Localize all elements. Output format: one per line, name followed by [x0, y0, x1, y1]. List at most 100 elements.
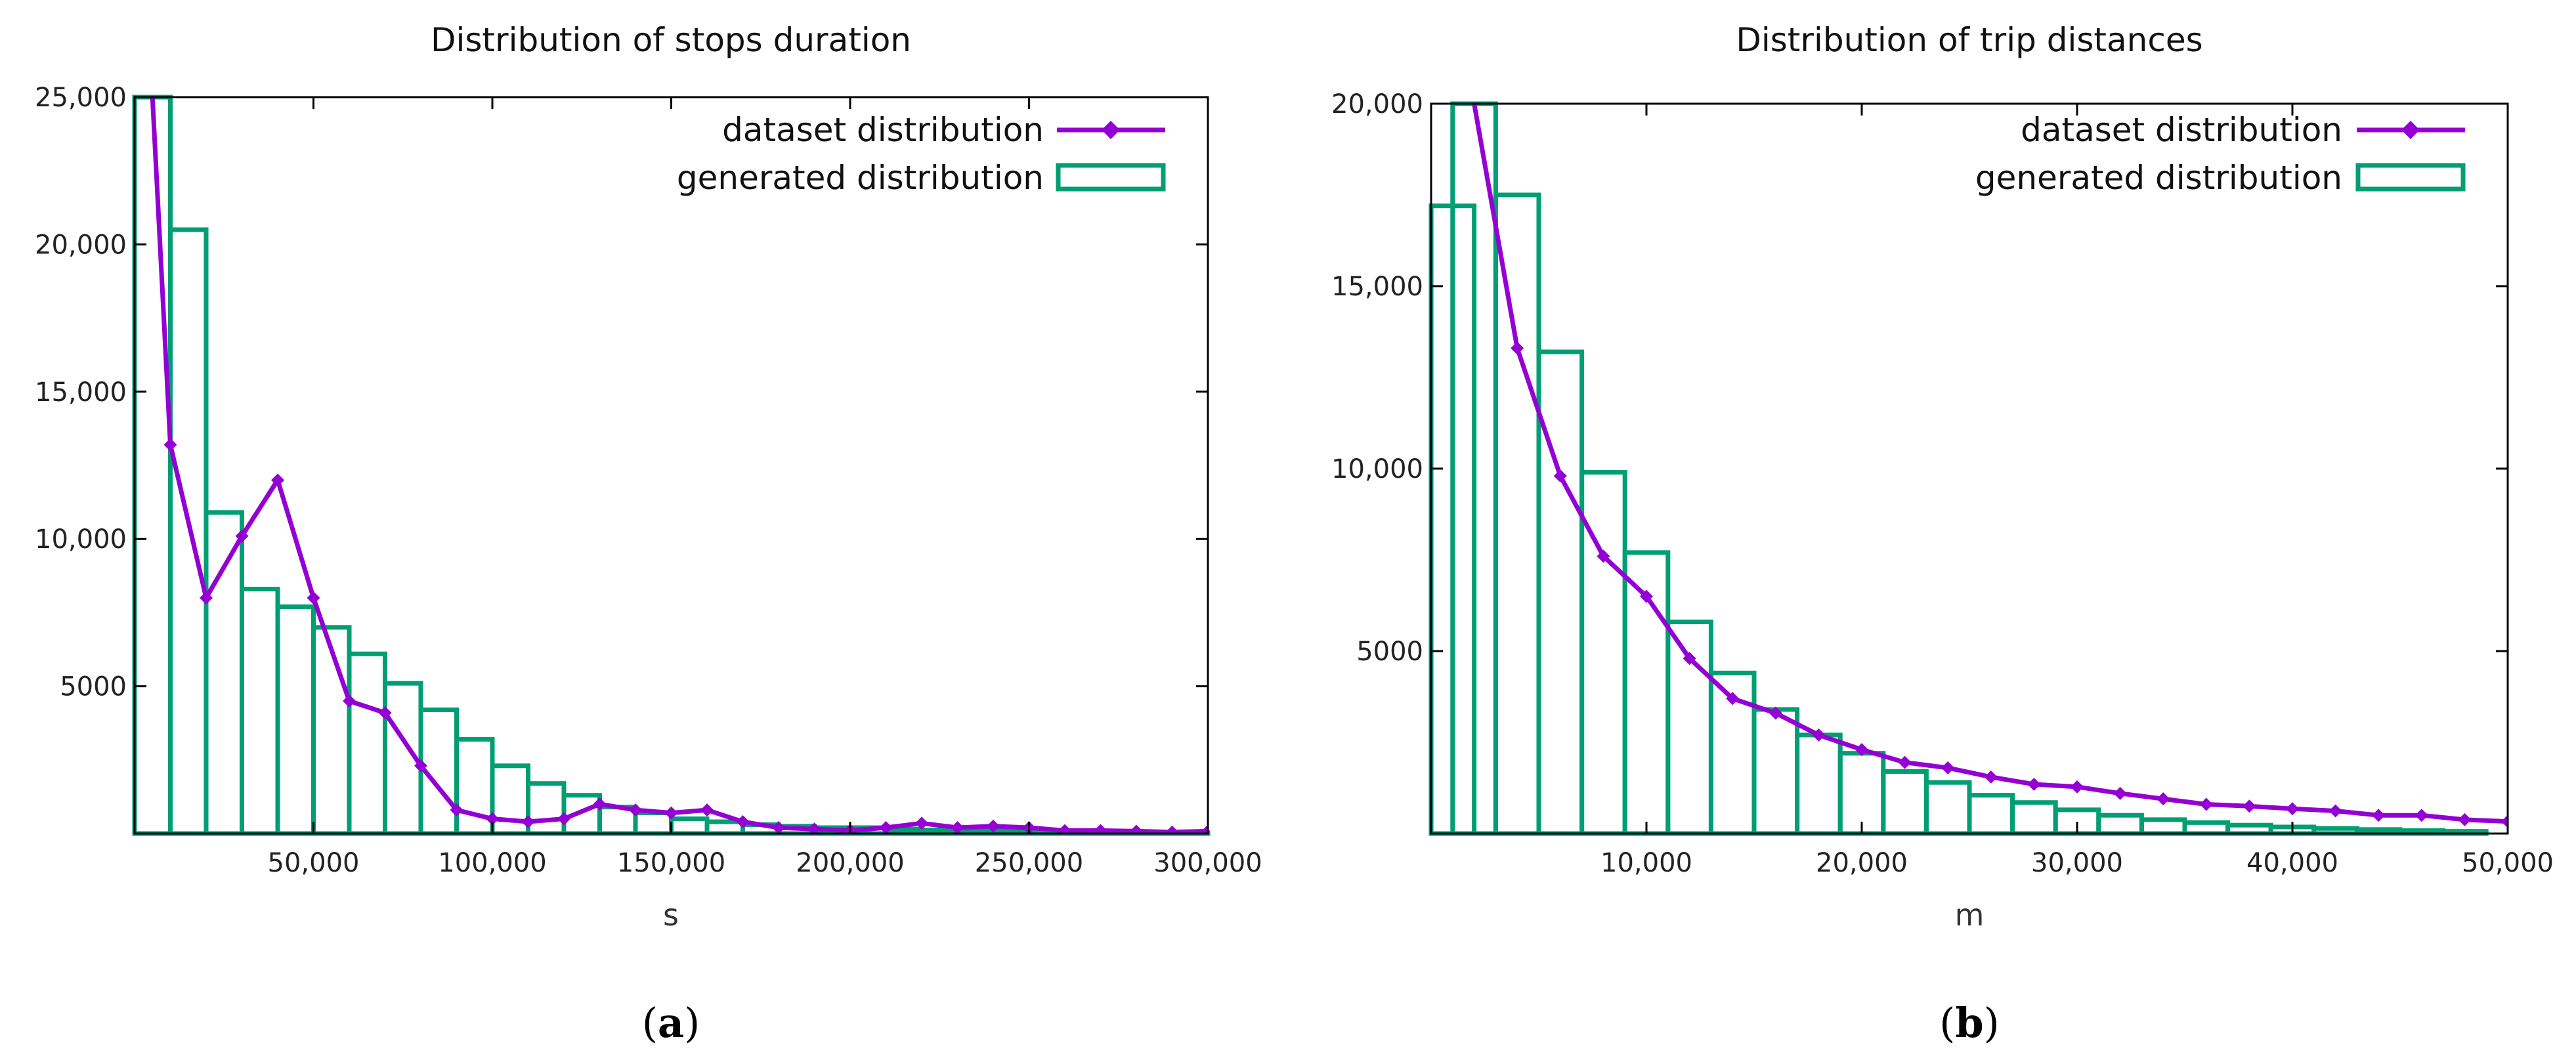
- panel-b-dataset-point: [2243, 799, 2256, 813]
- panel-a-legend-generated-label: generated distribution: [677, 159, 1044, 197]
- panel-a-dataset-point: [1130, 824, 1143, 834]
- panel-a-dataset-point: [1165, 825, 1179, 834]
- panel-a-x-tick-label: 250,000: [975, 848, 1083, 878]
- panel-a-legend-generated-swatch: [1056, 163, 1166, 192]
- panel-b-dataset-line: [1472, 104, 2508, 828]
- panel-b-chart: Distribution of trip distances 10,000 20,…: [1331, 21, 2554, 1047]
- panel-a-dataset-point: [664, 806, 678, 820]
- panel-b-dataset-point: [2415, 809, 2428, 822]
- panel-b-x-tick-label: 40,000: [2246, 848, 2338, 878]
- panel-b-legend-dataset-label: dataset distribution: [2021, 111, 2342, 149]
- panel-a-dataset-point: [1058, 824, 1071, 834]
- panel-b-dataset-point: [1553, 469, 1567, 483]
- panel-b-y-tick-label: 10,000: [1331, 454, 1423, 484]
- panel-a-dataset-point: [593, 797, 607, 811]
- panel-b-dataset-point: [1855, 743, 1868, 757]
- panel-a-dataset-point: [736, 815, 750, 829]
- panel-a-dataset-point: [879, 821, 893, 834]
- panel-b-y-tick-label: 5000: [1356, 637, 1423, 667]
- panel-a-subfigure-label: (a): [642, 999, 700, 1047]
- panel-a-x-tick-label: 100,000: [438, 848, 546, 878]
- panel-a-x-tick-label: 300,000: [1153, 848, 1262, 878]
- panel-b-dataset-point: [2458, 813, 2472, 826]
- panel-a-dataset-point: [915, 816, 928, 830]
- panel-b-dataset-point: [1941, 761, 1955, 774]
- panel-b-dataset-point: [2372, 809, 2386, 822]
- panel-a-title: Distribution of stops duration: [431, 21, 911, 59]
- panel-a-dataset-point: [450, 803, 463, 817]
- panel-b-dataset-point: [2199, 797, 2213, 811]
- panel-a-dataset-point: [807, 822, 821, 834]
- panel-a-y-tick-label: 15,000: [35, 377, 127, 408]
- panel-a-legend: dataset distribution generated distribut…: [677, 111, 1166, 197]
- panel-a-dataset-point: [486, 812, 499, 826]
- panel-b-plot-border: [1430, 102, 2509, 835]
- panel-a-dataset-point: [271, 473, 284, 487]
- panel-a-legend-dataset-marker: [1102, 121, 1120, 139]
- panel-b-dataset-point: [1683, 652, 1696, 666]
- panel-b-legend-generated-label: generated distribution: [1975, 159, 2342, 197]
- panel-a-dataset-point: [700, 803, 714, 817]
- panel-b-dataset-point: [1769, 706, 1782, 720]
- panel-a-dataset-point: [629, 803, 642, 817]
- panel-b-dataset-point: [1726, 692, 1740, 706]
- panel-a-dataset-point: [951, 821, 964, 834]
- panel-a-dataset-point: [987, 819, 1000, 833]
- panel-a-dataset-point: [1201, 824, 1208, 834]
- panel-b-dataset-point: [1898, 755, 1912, 769]
- panel-a-x-tick-label: 200,000: [796, 848, 904, 878]
- panel-b-subfigure-label: (b): [1939, 999, 2000, 1047]
- panel-a-y-tick-label: 25,000: [35, 83, 127, 113]
- panel-a-dataset-point: [235, 529, 249, 543]
- panel-b-dataset-point: [1640, 589, 1653, 603]
- panel-a-dataset-point: [200, 591, 213, 604]
- panel-b-y-tick-label: 15,000: [1331, 272, 1423, 302]
- panel-a-x-tick-label: 150,000: [617, 848, 725, 878]
- panel-b-y-ticks: 5000 10,000 15,000 20,000: [1331, 89, 2508, 667]
- panel-b-dataset-point: [1984, 770, 1998, 784]
- panel-b-x-ticks: 10,000 20,000 30,000 40,000 50,000: [1600, 104, 2554, 878]
- panel-a-dataset-point: [557, 812, 570, 826]
- panel-b-legend-generated-swatch: [2355, 163, 2466, 192]
- panel-a-plot-border: [133, 96, 1209, 835]
- panel-a-chart: Distribution of stops duration 50,000 100…: [35, 21, 1262, 1047]
- panel-a-y-ticks: 5000 10,000 15,000 20,000 25,000: [35, 83, 1208, 702]
- panel-b-dataset-point: [2113, 786, 2127, 800]
- panel-b-plot-area: [1431, 104, 2508, 834]
- panel-b-y-tick-label: 20,000: [1331, 89, 1423, 119]
- panel-b-dataset-point: [2157, 792, 2170, 806]
- panel-b-dataset-point: [2071, 780, 2084, 794]
- panel-b-x-tick-label: 10,000: [1600, 848, 1692, 878]
- panel-a-y-tick-label: 20,000: [35, 230, 127, 260]
- panel-a-y-tick-label: 10,000: [35, 524, 127, 555]
- panel-a-y-tick-label: 5000: [60, 672, 127, 702]
- panel-a-plot-area: [135, 97, 1208, 834]
- panel-a-dataset-point: [1094, 824, 1107, 834]
- panel-b-dataset-point: [2027, 777, 2041, 791]
- panel-a-dataset-point: [307, 591, 320, 604]
- panel-a-dataset-point: [378, 706, 392, 719]
- panel-b-x-tick-label: 30,000: [2031, 848, 2123, 878]
- panel-a-x-ticks: 50,000 100,000 150,000 200,000 250,000 300,00…: [268, 97, 1262, 878]
- panel-b-legend-dataset-marker: [2401, 121, 2420, 139]
- panel-b-title: Distribution of trip distances: [1736, 21, 2202, 59]
- panel-b-x-tick-label: 20,000: [1816, 848, 1908, 878]
- panel-b-x-axis-label: m: [1955, 897, 1985, 933]
- panel-b-dataset-point: [1812, 728, 1826, 742]
- panel-b-dataset-point: [1511, 341, 1524, 355]
- panel-b-dataset-point: [2501, 815, 2508, 828]
- panel-a-x-tick-label: 50,000: [268, 848, 360, 878]
- panel-a-legend-dataset-label: dataset distribution: [722, 111, 1044, 149]
- panel-a-dataset-point: [521, 815, 535, 829]
- panel-a-dataset-point: [414, 759, 427, 772]
- panel-b-legend: dataset distribution generated distribut…: [1975, 111, 2466, 197]
- panel-b-dataset-point: [1597, 549, 1610, 563]
- panel-a-dataset-point: [343, 694, 356, 708]
- panel-b-dataset-point: [2286, 802, 2299, 816]
- panel-b-dataset-point: [2329, 804, 2342, 818]
- panel-b-x-tick-label: 50,000: [2462, 848, 2554, 878]
- panel-a-dataset-point: [163, 438, 177, 452]
- panel-a-dataset-point: [772, 821, 785, 834]
- panel-a-x-axis-label: s: [663, 897, 679, 933]
